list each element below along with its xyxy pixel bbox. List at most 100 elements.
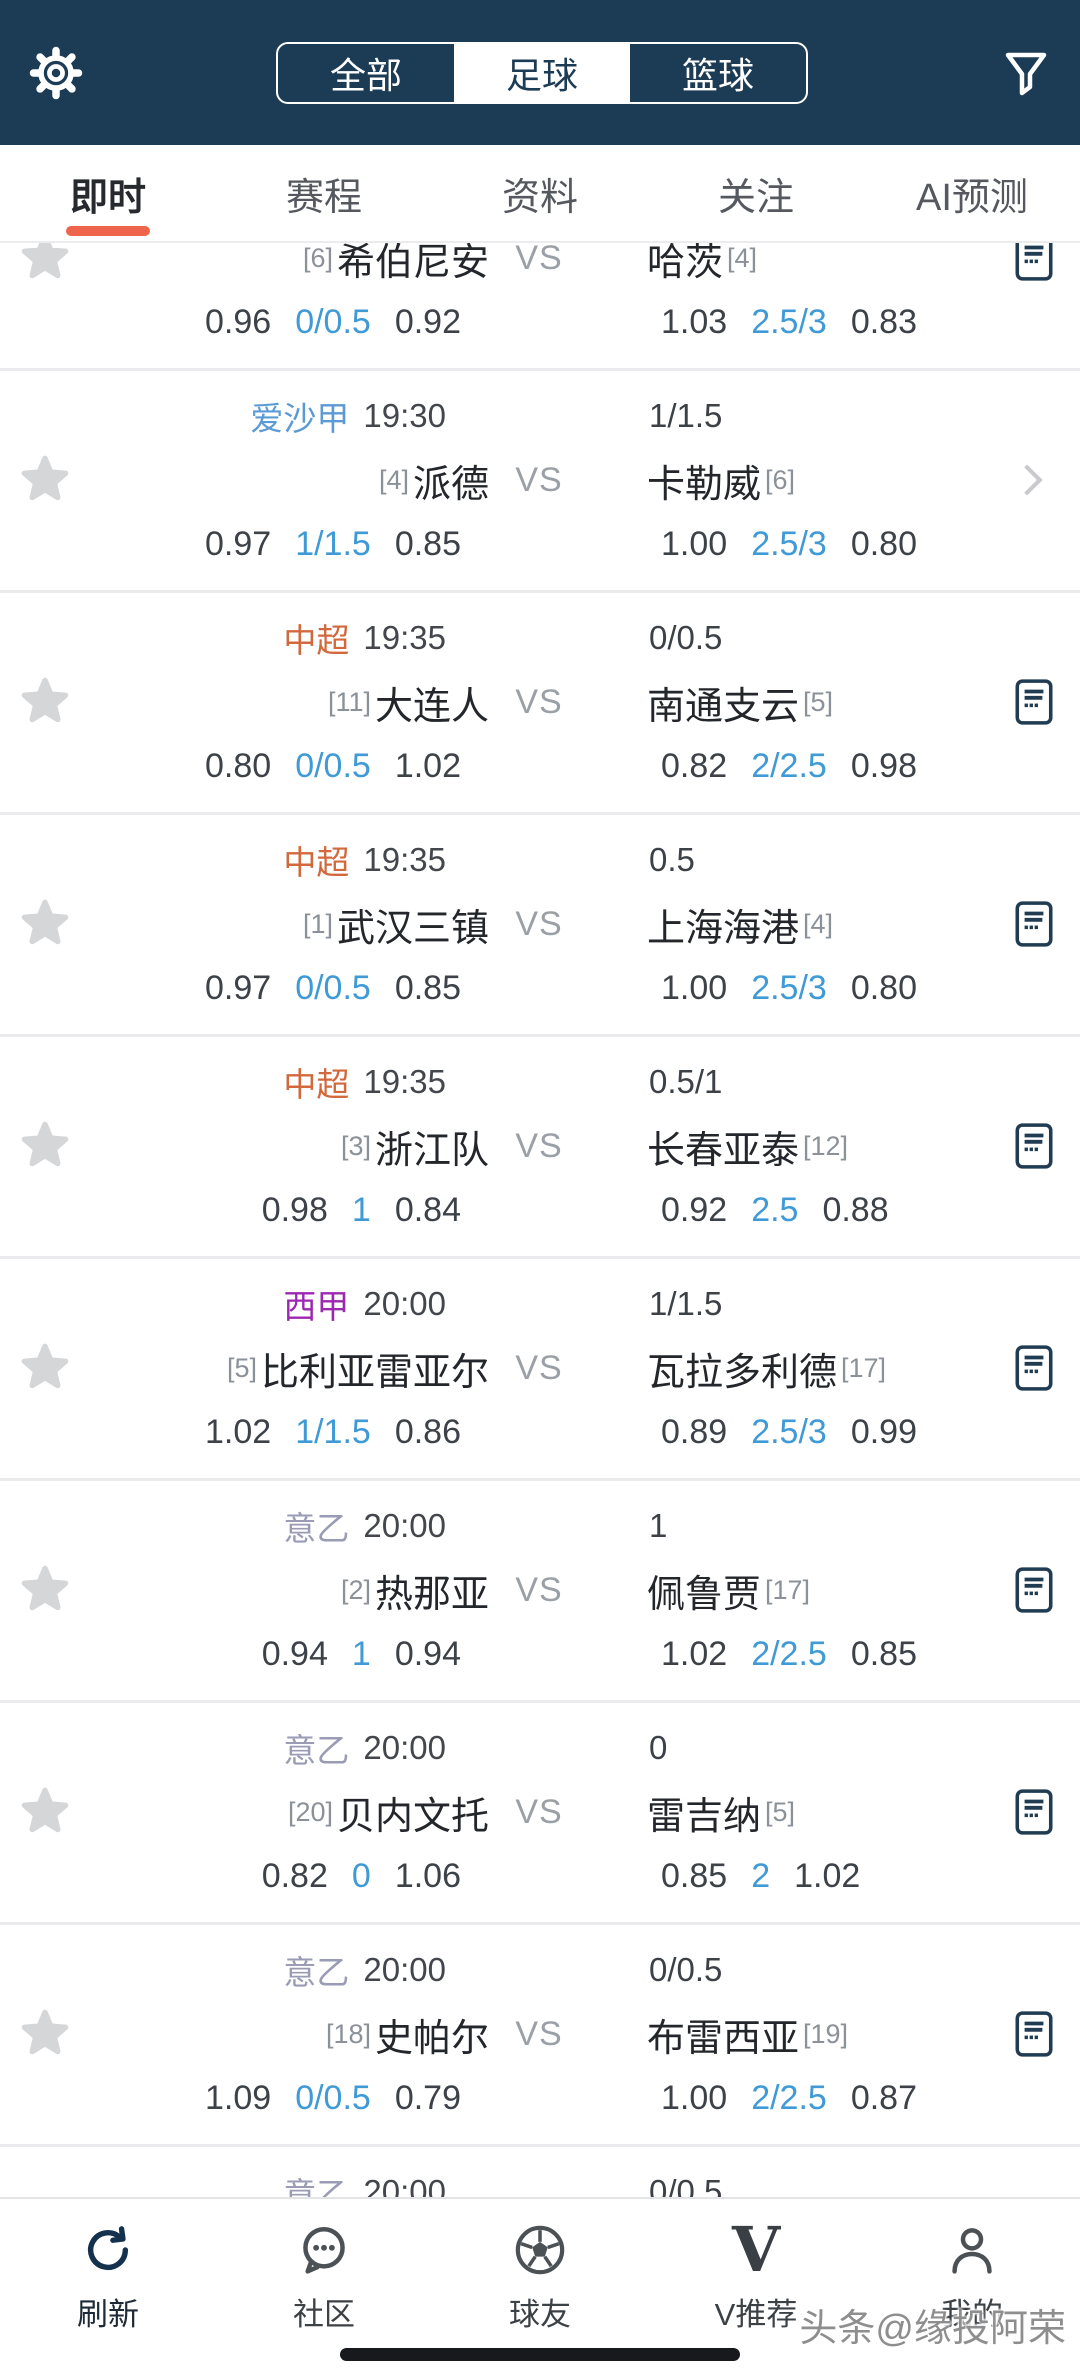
home-odds-left: 0.97 [205, 968, 272, 1007]
top-header: 全部 足球 篮球 [0, 0, 1080, 145]
match-time: 20:00 [363, 1285, 446, 1322]
away-odds-left: 1.00 [661, 968, 728, 1007]
nav-item-refresh[interactable]: 刷新 [0, 2199, 216, 2374]
chevron-right-icon[interactable] [1011, 464, 1043, 496]
nav-item-community[interactable]: 社区 [216, 2199, 432, 2374]
home-team-name: 希伯尼安 [336, 243, 489, 284]
home-team-name: 武汉三镇 [336, 907, 489, 950]
away-odds-left: 0.85 [661, 1856, 728, 1895]
favorite-star-icon[interactable] [19, 1120, 71, 1172]
home-odds-right: 0.94 [394, 1634, 461, 1673]
away-rank: [6] [765, 464, 796, 495]
match-time: 20:00 [363, 1507, 446, 1544]
handicap-line: 0.5/1 [649, 1063, 723, 1100]
home-team-name: 派德 [412, 463, 489, 506]
tab-label: 赛程 [285, 176, 362, 219]
league-name: 中超 [283, 844, 350, 881]
match-row[interactable]: 意乙 20:00 0 [20] 贝内文托 VS [0, 1703, 1080, 1925]
tab-ai-predict[interactable]: AI预测 [864, 145, 1080, 241]
away-team-name: 上海海港 [647, 907, 800, 950]
match-detail-icon[interactable] [1015, 243, 1053, 281]
away-team-name: 瓦拉多利德 [647, 1351, 838, 1394]
segment-football[interactable]: 足球 [454, 43, 630, 102]
match-row[interactable]: 中超 19:35 0/0.5 [11] 大连人 VS [0, 593, 1080, 815]
match-row[interactable]: [6] 希伯尼安 VS 哈茨 [4] 0.96 0/0.5 0. [0, 243, 1080, 371]
segment-basketball[interactable]: 篮球 [630, 44, 806, 102]
match-list: [6] 希伯尼安 VS 哈茨 [4] 0.96 0/0.5 0. [0, 243, 1080, 2197]
favorite-star-icon[interactable] [19, 454, 71, 506]
away-odds-right: 0.83 [850, 302, 917, 341]
home-odds-left: 0.80 [205, 746, 272, 785]
favorite-star-icon[interactable] [19, 1564, 71, 1616]
home-odds-right: 0.92 [394, 302, 461, 341]
match-detail-icon[interactable] [1015, 679, 1053, 725]
match-detail-icon[interactable] [1015, 1345, 1053, 1391]
favorite-star-icon[interactable] [19, 2008, 71, 2060]
home-odds-left: 0.82 [261, 1856, 328, 1895]
settings-gear-icon[interactable] [26, 43, 86, 103]
favorite-star-icon[interactable] [19, 1786, 71, 1838]
home-odds-left: 0.94 [261, 1634, 328, 1673]
favorite-star-icon[interactable] [19, 898, 71, 950]
tab-live[interactable]: 即时 [0, 145, 216, 241]
match-row[interactable]: 意乙 20:00 1 [2] 热那亚 VS [0, 1481, 1080, 1703]
segment-all[interactable]: 全部 [278, 44, 454, 102]
nav-item-mine[interactable]: 我的 [864, 2199, 1080, 2374]
match-row[interactable]: 爱沙甲 19:30 1/1.5 [4] 派德 VS [0, 371, 1080, 593]
home-odds-handicap: 1 [351, 1634, 371, 1673]
tab-data[interactable]: 资料 [432, 145, 648, 241]
away-odds-right: 0.87 [850, 2078, 917, 2117]
match-detail-icon[interactable] [1015, 1567, 1053, 1613]
favorite-star-icon[interactable] [19, 1342, 71, 1394]
home-rank: [3] [340, 1130, 371, 1161]
home-odds-right: 0.86 [394, 1412, 461, 1451]
home-odds-right: 0.85 [394, 524, 461, 563]
nav-item-v-recommend[interactable]: V V推荐 [648, 2199, 864, 2374]
match-row[interactable]: 意乙 20:00 0/0.5 [18] 史帕尔 VS [0, 1925, 1080, 2147]
away-odds-left: 0.82 [661, 746, 728, 785]
home-odds-handicap: 0 [351, 1856, 371, 1895]
home-odds-right: 0.84 [394, 1190, 461, 1229]
match-detail-icon[interactable] [1015, 2011, 1053, 2057]
handicap-line: 1/1.5 [649, 1285, 723, 1322]
away-team-name: 布雷西亚 [647, 2017, 800, 2060]
home-odds-left: 0.96 [205, 302, 272, 341]
tab-follow[interactable]: 关注 [648, 145, 864, 241]
league-name: 意乙 [283, 2176, 350, 2197]
bottom-nav: 刷新 社区 [0, 2197, 1080, 2374]
match-row[interactable]: 意乙 20:00 0/0.5 VS [0, 2147, 1080, 2197]
soccer-ball-icon [512, 2215, 568, 2285]
away-odds-handicap: 2.5/3 [751, 968, 827, 1007]
away-rank: [17] [841, 1352, 887, 1383]
favorite-star-icon[interactable] [19, 243, 71, 284]
tab-schedule[interactable]: 赛程 [216, 145, 432, 241]
home-odds-handicap: 0/0.5 [295, 746, 371, 785]
home-rank: [20] [287, 1796, 333, 1827]
league-name: 意乙 [283, 1732, 350, 1769]
favorite-star-icon[interactable] [19, 676, 71, 728]
away-odds-right: 0.85 [850, 1634, 917, 1673]
away-odds-handicap: 2/2.5 [751, 746, 827, 785]
home-team-name: 浙江队 [374, 1129, 489, 1172]
match-row[interactable]: 西甲 20:00 1/1.5 [5] 比利亚雷亚尔 VS [0, 1259, 1080, 1481]
handicap-line: 0.5 [649, 841, 695, 878]
home-rank: [2] [340, 1574, 371, 1605]
handicap-line: 1 [649, 1507, 668, 1544]
match-time: 20:00 [363, 1951, 446, 1988]
match-row[interactable]: 中超 19:35 0.5/1 [3] 浙江队 VS [0, 1037, 1080, 1259]
away-odds-handicap: 2.5 [751, 1190, 799, 1229]
section-tabs: 即时 赛程 资料 关注 AI预测 [0, 145, 1080, 243]
nav-item-ball-friends[interactable]: 球友 [432, 2199, 648, 2374]
match-row[interactable]: 中超 19:35 0.5 [1] 武汉三镇 VS [0, 815, 1080, 1037]
away-odds-right: 0.99 [850, 1412, 917, 1451]
match-time: 20:00 [363, 2173, 446, 2197]
home-team-name: 热那亚 [374, 1573, 489, 1616]
home-odds-left: 0.97 [205, 524, 272, 563]
nav-item-label: 我的 [941, 2297, 1003, 2332]
filter-icon[interactable] [998, 45, 1054, 101]
match-time: 19:30 [363, 397, 446, 434]
home-indicator-bar[interactable] [340, 2348, 740, 2361]
match-detail-icon[interactable] [1015, 901, 1053, 947]
match-detail-icon[interactable] [1015, 1123, 1053, 1169]
match-detail-icon[interactable] [1015, 1789, 1053, 1835]
